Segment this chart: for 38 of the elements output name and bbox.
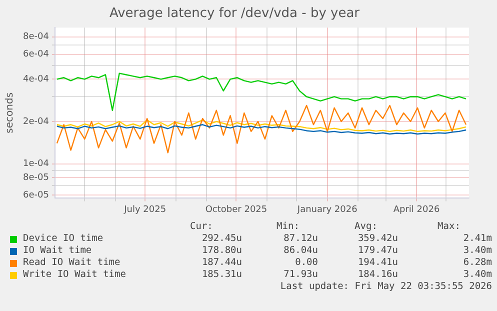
text: 184.16u — [356, 269, 399, 281]
text: Max: — [436, 221, 462, 233]
text: Avg: — [354, 221, 378, 233]
y-tick-label: 6e-04 — [22, 50, 50, 60]
chart-title: Average latency for /dev/vda - by year — [109, 6, 360, 22]
y-tick-label: 4e-04 — [22, 74, 50, 84]
text: Cur: — [189, 221, 214, 233]
legend-label: Device IO time — [23, 233, 104, 245]
x-tick-label: October 2025 — [205, 204, 268, 215]
x-tick-label: January 2026 — [296, 204, 358, 215]
y-tick-label: 1e-04 — [22, 159, 50, 170]
text: 87.12u — [282, 233, 319, 245]
y-axis-title: seconds — [4, 92, 16, 134]
text: 187.44u — [200, 257, 243, 269]
text: 179.47u — [356, 245, 399, 257]
text: Min: — [276, 221, 300, 233]
text: 292.45u — [200, 233, 243, 245]
legend-label: IO Wait time — [23, 245, 92, 257]
text: 194.41u — [356, 257, 399, 269]
text: 0.00 — [294, 257, 319, 269]
x-tick-label: July 2025 — [123, 204, 166, 215]
text: Last update: Fri May 22 03:35:55 2026 — [279, 281, 492, 293]
y-tick-label: 2e-04 — [22, 116, 50, 127]
text: 359.42u — [356, 233, 399, 245]
y-tick-label: 8e-05 — [22, 172, 49, 183]
text: 185.31u — [200, 269, 243, 281]
legend-label: Read IO Wait time — [23, 257, 120, 269]
text: 3.40m — [462, 269, 492, 281]
text: 178.80u — [200, 245, 243, 257]
text: 6.28m — [462, 257, 492, 269]
legend-label: Write IO Wait time — [23, 269, 126, 281]
text: 2.41m — [462, 233, 492, 245]
y-tick-label: 8e-04 — [22, 32, 50, 42]
text: 3.40m — [462, 245, 492, 257]
y-tick-label: 6e-05 — [22, 190, 49, 200]
x-tick-label: April 2026 — [393, 204, 440, 215]
text: 71.93u — [282, 269, 319, 281]
text: 86.04u — [282, 245, 319, 257]
